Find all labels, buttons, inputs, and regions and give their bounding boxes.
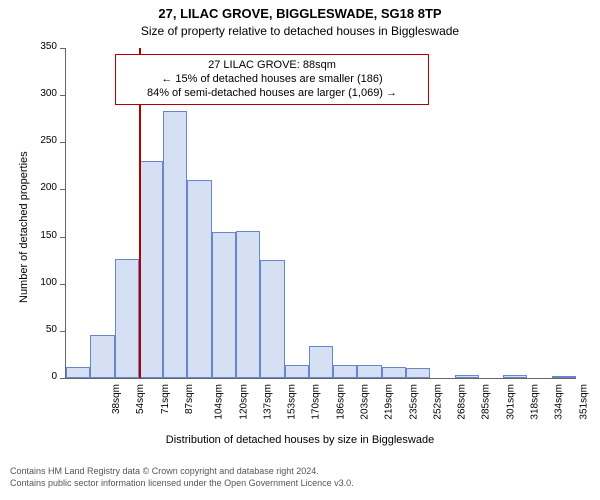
histogram-bar [139,161,163,378]
x-tick-label: 268sqm [457,384,468,420]
x-tick-label: 71sqm [160,384,171,414]
y-tick-mark [60,237,65,238]
chart-title-desc: Size of property relative to detached ho… [0,24,600,38]
footer-line-2: Contains public sector information licen… [10,478,354,490]
y-tick-mark [60,284,65,285]
y-tick-mark [60,142,65,143]
x-tick-label: 153sqm [287,384,298,420]
x-tick-label: 318sqm [530,384,541,420]
y-tick-label: 150 [27,230,57,241]
x-tick-label: 186sqm [335,384,346,420]
histogram-bar [212,232,236,378]
histogram-bar [285,365,309,378]
y-tick-label: 200 [27,182,57,193]
footer-attribution: Contains HM Land Registry data © Crown c… [10,466,354,489]
x-tick-label: 87sqm [184,384,195,414]
x-tick-label: 351sqm [578,384,589,420]
histogram-bar [163,111,187,378]
annotation-line-1: 27 LILAC GROVE: 88sqm [122,59,422,73]
histogram-bar [455,375,479,378]
annotation-line-3: 84% of semi-detached houses are larger (… [122,87,422,101]
y-tick-mark [60,331,65,332]
histogram-bar [236,231,260,378]
histogram-bar [503,375,527,378]
histogram-bar [552,376,576,378]
x-tick-label: 219sqm [384,384,395,420]
footer-line-1: Contains HM Land Registry data © Crown c… [10,466,354,478]
y-tick-label: 100 [27,277,57,288]
x-tick-label: 285sqm [481,384,492,420]
histogram-bar [66,367,90,378]
histogram-bar [115,259,139,378]
x-tick-label: 334sqm [554,384,565,420]
histogram-bar [382,367,406,378]
histogram-bar [90,335,114,378]
y-tick-label: 300 [27,88,57,99]
y-tick-label: 350 [27,41,57,52]
annotation-line-2: ← 15% of detached houses are smaller (18… [122,73,422,87]
histogram-bar [333,365,357,378]
histogram-bar [187,180,211,378]
x-tick-label: 137sqm [262,384,273,420]
y-tick-mark [60,95,65,96]
x-tick-label: 235sqm [408,384,419,420]
x-tick-label: 252sqm [432,384,443,420]
y-tick-mark [60,378,65,379]
x-tick-label: 203sqm [360,384,371,420]
histogram-bar [260,260,284,378]
x-axis-label: Distribution of detached houses by size … [0,434,600,446]
histogram-bar [406,368,430,378]
x-tick-label: 120sqm [238,384,249,420]
x-tick-label: 104sqm [214,384,225,420]
y-tick-label: 0 [27,371,57,382]
y-tick-label: 250 [27,135,57,146]
chart-title-address: 27, LILAC GROVE, BIGGLESWADE, SG18 8TP [0,6,600,21]
annotation-box: 27 LILAC GROVE: 88sqm ← 15% of detached … [115,54,429,105]
y-tick-label: 50 [27,324,57,335]
x-tick-label: 54sqm [135,384,146,414]
histogram-bar [309,346,333,378]
x-tick-label: 170sqm [311,384,322,420]
chart-container: 27, LILAC GROVE, BIGGLESWADE, SG18 8TP S… [0,0,600,500]
y-tick-mark [60,48,65,49]
x-tick-label: 301sqm [505,384,516,420]
y-tick-mark [60,189,65,190]
x-tick-label: 38sqm [111,384,122,414]
histogram-bar [357,365,381,378]
